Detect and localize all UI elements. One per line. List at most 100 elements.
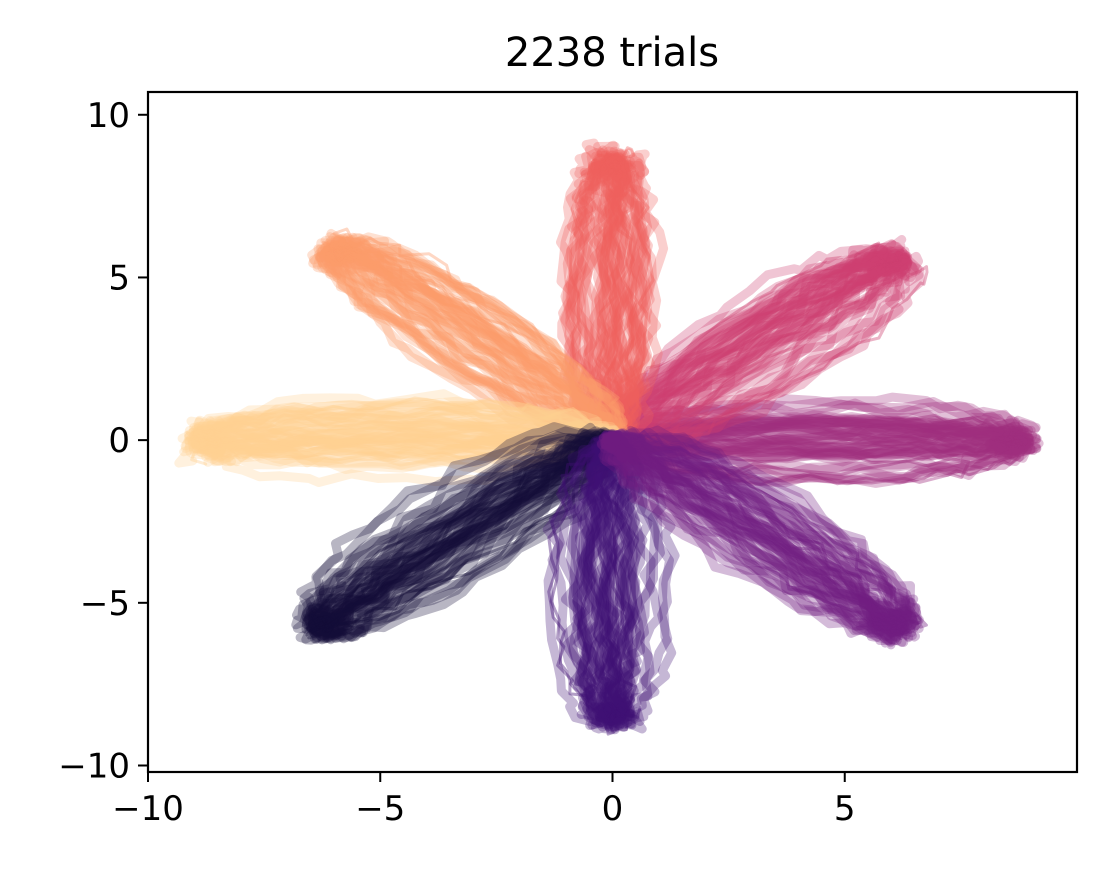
trajectory-trace bbox=[605, 433, 928, 629]
trajectory-trace bbox=[598, 150, 625, 445]
trajectory-trace bbox=[603, 156, 669, 447]
trajectory-trace bbox=[308, 433, 623, 628]
series-0-deg bbox=[600, 392, 1044, 488]
trajectory-trace bbox=[189, 431, 623, 455]
trajectory-trace bbox=[547, 431, 647, 734]
series-315-deg bbox=[596, 425, 928, 650]
trajectory-trace bbox=[606, 163, 640, 444]
trajectory-trace bbox=[185, 430, 619, 450]
trajectory-trace bbox=[599, 434, 628, 716]
trajectory-trace bbox=[310, 437, 612, 644]
trajectory-trace bbox=[605, 434, 902, 625]
trajectory-trace bbox=[556, 155, 633, 448]
trajectory-trace bbox=[603, 146, 632, 448]
trajectory-trace bbox=[593, 433, 628, 721]
trajectory-trace bbox=[184, 404, 618, 445]
trajectory-trace bbox=[201, 406, 620, 442]
x-tick-label: −10 bbox=[112, 789, 184, 829]
trajectory-trace bbox=[598, 433, 633, 729]
trajectory-trace bbox=[606, 431, 1034, 464]
trajectory-trace bbox=[601, 246, 910, 449]
trajectory-trace bbox=[603, 251, 912, 448]
trajectory-trace bbox=[329, 435, 625, 638]
trajectory-trace bbox=[312, 430, 614, 623]
trajectory-trace bbox=[306, 434, 621, 633]
trajectory-trace bbox=[605, 436, 1034, 464]
trajectory-trace bbox=[583, 437, 626, 725]
trajectory-trace bbox=[206, 429, 622, 449]
trajectory-trace bbox=[320, 241, 618, 448]
trajectory-trace bbox=[601, 412, 1041, 455]
trajectory-trace bbox=[606, 252, 925, 453]
trajectory-trace bbox=[305, 437, 619, 637]
trajectory-trace bbox=[201, 396, 617, 458]
trajectory-trace bbox=[308, 439, 624, 627]
trajectory-trace bbox=[613, 257, 909, 449]
trajectory-trace bbox=[308, 244, 621, 450]
trajectory-trace bbox=[601, 415, 1040, 448]
trajectory-trace bbox=[320, 232, 622, 444]
trajectory-trace bbox=[600, 428, 913, 630]
trajectory-trace bbox=[309, 429, 620, 640]
trajectory-trace bbox=[174, 411, 619, 468]
trajectory-trace bbox=[610, 433, 921, 618]
trajectory-trace bbox=[588, 436, 620, 712]
trajectory-trace bbox=[301, 434, 620, 622]
trajectory-trace bbox=[570, 159, 617, 446]
trajectory-trace bbox=[599, 436, 643, 727]
trajectory-trace bbox=[547, 441, 613, 716]
trajectory-trace bbox=[599, 437, 620, 726]
trajectory-trace bbox=[330, 432, 620, 643]
trajectory-trace bbox=[314, 252, 621, 447]
trajectory-trace bbox=[605, 433, 891, 634]
trajectory-trace bbox=[572, 432, 621, 730]
trajectory-trace bbox=[307, 438, 622, 640]
trajectory-trace bbox=[607, 249, 911, 445]
trajectory-trace bbox=[188, 435, 615, 474]
trajectory-trace bbox=[199, 427, 620, 456]
trajectory-trace bbox=[608, 431, 1041, 457]
trajectory-trace bbox=[311, 428, 625, 627]
trajectory-trace bbox=[555, 434, 615, 731]
trajectory-trace bbox=[604, 263, 895, 451]
trajectory-trace bbox=[606, 257, 912, 445]
trajectory-trace bbox=[206, 416, 619, 448]
trajectory-trace bbox=[322, 246, 624, 444]
trajectory-trace bbox=[184, 397, 614, 447]
trajectory-trace bbox=[319, 246, 620, 450]
trajectory-trace bbox=[320, 236, 624, 451]
trajectory-trace bbox=[323, 244, 619, 449]
trajectory-trace bbox=[609, 423, 1028, 459]
trajectory-trace bbox=[332, 235, 620, 448]
trajectory-trace bbox=[542, 435, 620, 735]
trajectory-trace bbox=[323, 239, 619, 447]
trajectory-trace bbox=[600, 436, 908, 647]
trajectory-trace bbox=[192, 413, 613, 452]
trajectory-trace bbox=[605, 433, 634, 710]
trajectory-trace bbox=[615, 425, 916, 613]
trajectory-trace bbox=[605, 240, 910, 445]
trajectory-trace bbox=[207, 430, 621, 462]
trajectory-trace bbox=[597, 252, 903, 449]
trajectory-trace bbox=[600, 434, 920, 633]
trajectory-trace bbox=[594, 157, 619, 446]
trajectory-trace bbox=[601, 432, 902, 646]
trajectory-trace bbox=[604, 433, 640, 733]
trajectory-trace bbox=[304, 430, 621, 635]
trajectory-trace bbox=[602, 251, 912, 448]
trajectory-trace bbox=[187, 418, 623, 457]
trajectory-trace bbox=[601, 430, 637, 730]
trajectory-trace bbox=[190, 437, 623, 466]
trajectory-trace bbox=[600, 431, 905, 630]
trajectory-trace bbox=[549, 434, 620, 721]
trajectory-trace bbox=[333, 246, 620, 444]
trajectory-trace bbox=[309, 441, 622, 638]
trajectory-trace bbox=[603, 420, 1028, 455]
trajectory-trace bbox=[613, 398, 1036, 442]
trajectory-trace bbox=[308, 426, 622, 623]
trajectory-trace bbox=[606, 251, 913, 447]
trajectory-trace bbox=[605, 265, 929, 451]
trajectory-trace bbox=[594, 157, 629, 446]
trajectory-trace bbox=[328, 239, 611, 441]
